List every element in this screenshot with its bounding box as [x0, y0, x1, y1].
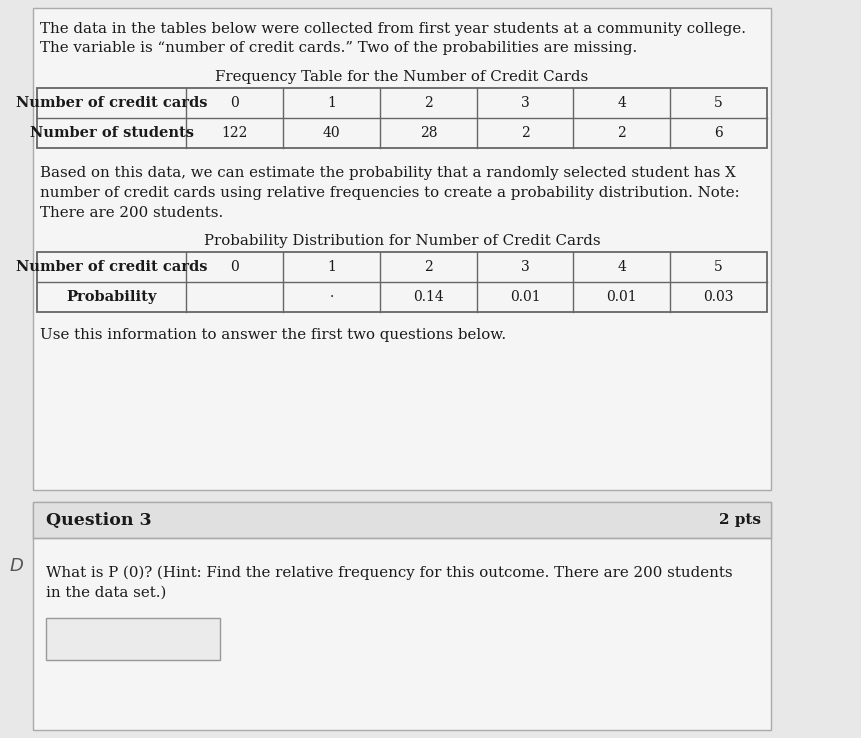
Text: Frequency Table for the Number of Credit Cards: Frequency Table for the Number of Credit…: [215, 70, 588, 84]
Text: 0.01: 0.01: [509, 290, 540, 304]
Bar: [46, 618, 220, 660]
Text: Use this information to answer the first two questions below.: Use this information to answer the first…: [40, 328, 506, 342]
Text: in the data set.): in the data set.): [46, 586, 166, 600]
Text: 122: 122: [221, 126, 248, 140]
Text: 3: 3: [520, 260, 529, 274]
Text: 2 pts: 2 pts: [719, 513, 760, 527]
Text: The data in the tables below were collected from first year students at a commun: The data in the tables below were collec…: [40, 22, 746, 36]
Text: 6: 6: [713, 126, 722, 140]
Text: 0: 0: [230, 260, 239, 274]
Text: 3: 3: [520, 96, 529, 110]
Text: 2: 2: [424, 260, 432, 274]
Text: number of credit cards using relative frequencies to create a probability distri: number of credit cards using relative fr…: [40, 186, 740, 200]
Text: 2: 2: [616, 126, 625, 140]
Bar: [37, 252, 766, 312]
Text: 1: 1: [327, 96, 336, 110]
Text: 1: 1: [327, 260, 336, 274]
Text: Question 3: Question 3: [46, 511, 152, 528]
Text: Probability Distribution for Number of Credit Cards: Probability Distribution for Number of C…: [203, 234, 599, 248]
Text: Probability: Probability: [66, 290, 157, 304]
Bar: [33, 502, 770, 730]
Text: 0.01: 0.01: [606, 290, 636, 304]
Text: 5: 5: [713, 260, 722, 274]
Text: The variable is “number of credit cards.” Two of the probabilities are missing.: The variable is “number of credit cards.…: [40, 41, 637, 55]
Text: 4: 4: [616, 96, 625, 110]
Text: 2: 2: [424, 96, 432, 110]
Text: There are 200 students.: There are 200 students.: [40, 206, 224, 220]
Text: What is P (0)? (Hint: Find the relative frequency for this outcome. There are 20: What is P (0)? (Hint: Find the relative …: [46, 566, 732, 580]
Text: Number of credit cards: Number of credit cards: [15, 260, 208, 274]
Text: Number of students: Number of students: [29, 126, 194, 140]
Bar: [37, 88, 766, 148]
Text: 2: 2: [520, 126, 529, 140]
Text: Based on this data, we can estimate the probability that a randomly selected stu: Based on this data, we can estimate the …: [40, 166, 735, 180]
Text: 0.14: 0.14: [412, 290, 443, 304]
Text: 28: 28: [419, 126, 437, 140]
Text: 40: 40: [322, 126, 340, 140]
Text: D: D: [9, 557, 23, 575]
Text: ·: ·: [329, 290, 333, 304]
Text: 0: 0: [230, 96, 239, 110]
Text: 0.03: 0.03: [703, 290, 733, 304]
Text: 4: 4: [616, 260, 625, 274]
Bar: [33, 502, 770, 538]
Text: 5: 5: [713, 96, 722, 110]
Bar: [33, 8, 770, 490]
Text: Number of credit cards: Number of credit cards: [15, 96, 208, 110]
